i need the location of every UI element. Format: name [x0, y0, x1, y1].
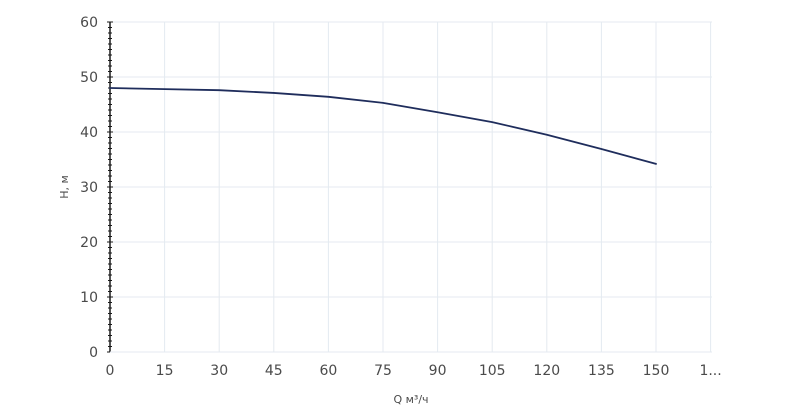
- x-tick-label: 60: [319, 363, 337, 379]
- grid: [110, 21, 712, 352]
- x-tick-label: 120: [533, 363, 560, 379]
- x-tick-label: 0: [106, 363, 115, 379]
- series-line: [109, 87, 657, 165]
- labels: 0 10 20 30 40 50 60 0 15 30 45 60 75 90 105 120 135 150 1.…: [80, 15, 722, 379]
- y-tick-label: 50: [80, 70, 98, 86]
- y-tick-label: 20: [80, 235, 98, 251]
- series-layer: [109, 87, 657, 165]
- x-tick-label: 30: [210, 363, 228, 379]
- x-tick-label: 135: [588, 363, 615, 379]
- x-tick-label: 1...: [699, 363, 721, 379]
- y-tick-label: 30: [80, 180, 98, 196]
- y-tick-label: 40: [80, 125, 98, 141]
- x-tick-label: 105: [479, 363, 506, 379]
- x-axis-title: Q м³/ч: [393, 393, 428, 406]
- y-tick-label: 0: [89, 345, 98, 361]
- x-tick-label: 75: [374, 363, 392, 379]
- x-tick-label: 150: [643, 363, 670, 379]
- y-tick-label: 60: [80, 15, 98, 31]
- x-tick-label: 90: [429, 363, 447, 379]
- axes: [107, 21, 712, 353]
- y-axis-title: H, м: [58, 175, 71, 199]
- y-tick-label: 10: [80, 290, 98, 306]
- x-tick-label: 15: [156, 363, 174, 379]
- x-tick-label: 45: [265, 363, 283, 379]
